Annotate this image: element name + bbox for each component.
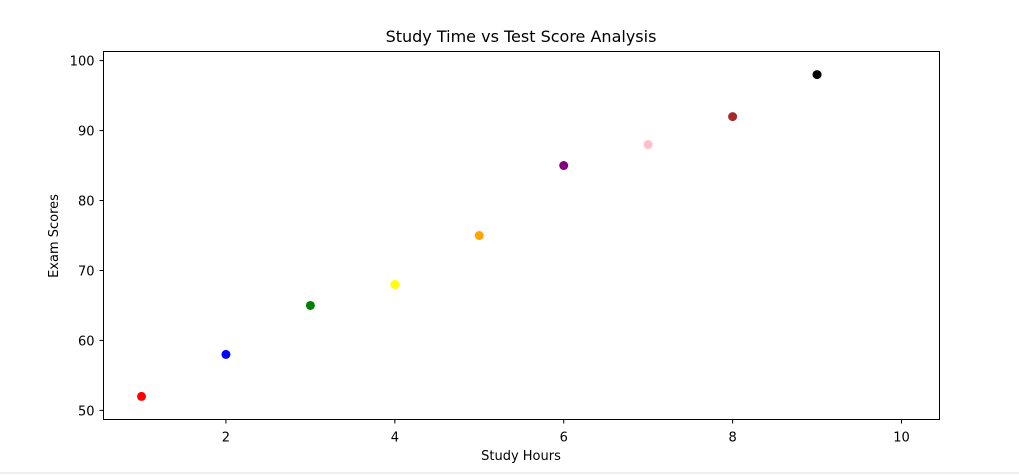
- y-tick-label: 70: [78, 264, 95, 279]
- x-tick-label: 8: [728, 431, 736, 446]
- y-tick-label: 80: [78, 195, 95, 210]
- x-tick-label: 2: [222, 431, 230, 446]
- x-axis-ticks: 2 4 6 8 10: [222, 419, 910, 446]
- y-tick-label: 90: [78, 125, 95, 140]
- data-point: [474, 231, 484, 240]
- x-tick-label: 4: [391, 431, 399, 446]
- bottom-border: [0, 472, 1019, 474]
- x-tick-label: 6: [560, 431, 568, 446]
- y-axis-label: Exam Scores: [47, 194, 62, 278]
- data-point: [559, 161, 569, 171]
- data-point: [643, 140, 653, 150]
- data-points: [137, 70, 822, 401]
- chart-title: Study Time vs Test Score Analysis: [386, 27, 657, 46]
- data-point: [812, 70, 822, 80]
- y-axis-ticks: 50 60 70 80 90 100: [70, 55, 104, 419]
- data-point: [137, 391, 146, 401]
- data-point: [305, 300, 315, 310]
- plot-area-frame: [103, 51, 940, 420]
- y-tick-label: 60: [78, 334, 95, 349]
- y-tick-label: 50: [78, 404, 95, 419]
- x-tick-label: 10: [893, 431, 910, 446]
- y-tick-label: 100: [70, 55, 95, 70]
- data-point: [728, 112, 738, 122]
- data-point: [390, 279, 400, 289]
- x-axis-label: Study Hours: [481, 449, 561, 464]
- data-point: [221, 349, 231, 359]
